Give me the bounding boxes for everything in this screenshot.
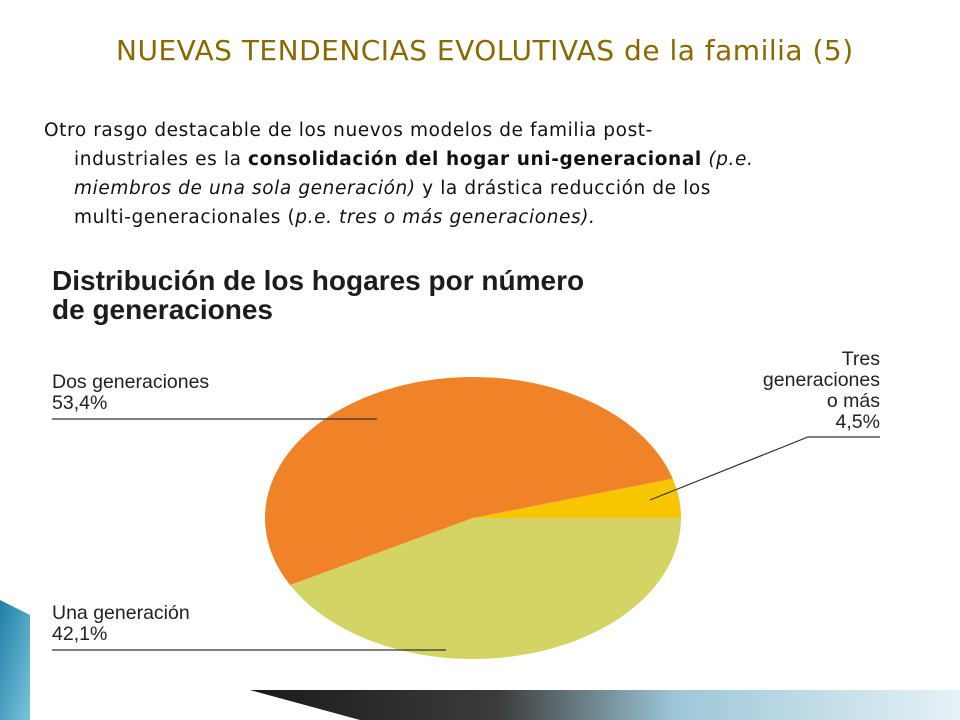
paragraph-italic: miembros de una sola generación) [74,178,416,199]
chart-title-line-1: Distribución de los hogares por número [52,265,585,296]
paragraph-line-1: Otro rasgo destacable de los nuevos mode… [44,116,904,145]
slice-value-label: 53,4% [52,392,108,414]
paragraph-italic: p.e. tres o más generaciones). [295,207,596,228]
pie-slice-dos-generaciones [265,377,673,586]
paragraph-text: multi-generacionales ( [74,207,296,228]
chart-title-line-2: de generaciones [52,294,273,325]
paragraph-line-3: miembros de una sola generación) y la dr… [44,174,904,203]
slide-title: NUEVAS TENDENCIAS EVOLUTIVAS de la famil… [116,34,854,67]
slice-label: Tres [841,348,880,370]
paragraph-italic: (p.e. [701,149,754,170]
slice-label: generaciones [762,369,880,391]
callout-dos-generaciones: Dos generaciones 53,4% [52,372,209,414]
paragraph-emphasis: consolidación del hogar uni-generacional [248,149,702,170]
paragraph-text: Otro rasgo destacable de los nuevos mode… [44,120,653,141]
slice-label: Una generación [52,602,190,624]
leader-line-tres-generaciones [649,436,880,501]
slice-value-label: 42,1% [52,623,108,645]
paragraph-line-2: industriales es la consolidación del hog… [44,145,904,174]
pie-slice-tres-generaciones [473,478,681,518]
paragraph-line-4: multi-generacionales (p.e. tres o más ge… [44,203,904,232]
slice-label: Dos generaciones [52,371,210,393]
callout-tres-generaciones: Tres generaciones o más 4,5% [763,349,880,433]
slice-label: o más [826,390,880,412]
paragraph-text: y la drástica reducción de los [415,178,712,199]
paragraph-text: industriales es la [74,149,249,170]
slice-value-label: 4,5% [835,411,880,433]
body-paragraph: Otro rasgo destacable de los nuevos mode… [44,116,904,232]
pie-slice-una-generacion [290,518,681,660]
chart-title: Distribución de los hogares por número d… [52,266,892,324]
callout-una-generacion: Una generación 42,1% [52,603,190,645]
